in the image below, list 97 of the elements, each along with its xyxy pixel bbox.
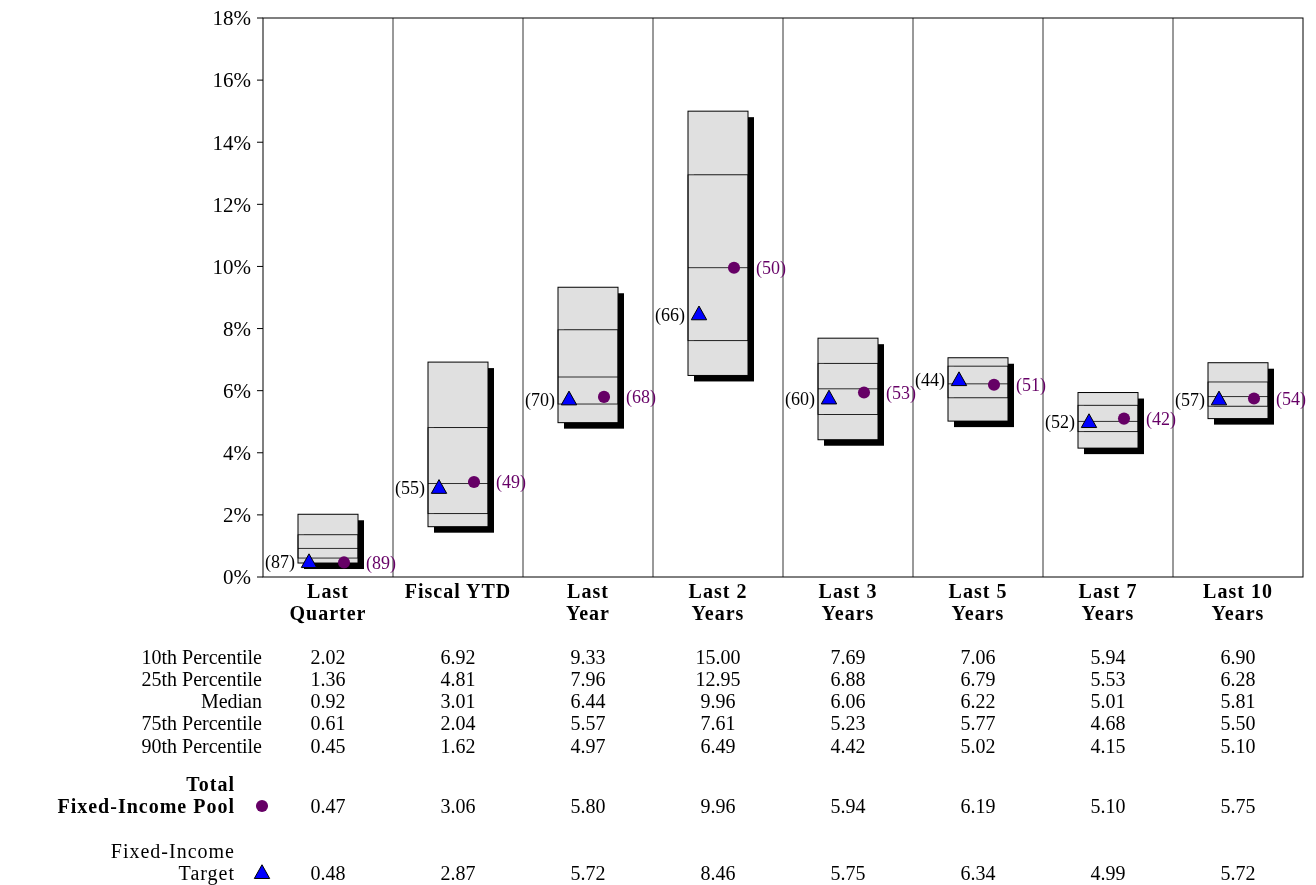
text: 5.10 [1220,735,1256,757]
text: 0.92 [310,690,346,712]
y-tick-label: 2% [223,503,251,528]
text: 1.36 [310,668,346,690]
data-label: 5.10 [1090,795,1126,817]
annotation: (60) [785,388,815,410]
text: 5.77 [960,712,996,734]
legend-label: Total Fixed-Income Pool [57,773,235,817]
annotation: (55) [395,478,425,500]
text: 6.06 [830,690,866,712]
x-tick-label: Last 3 Years [818,580,878,624]
x-tick-label: Last 2 Years [688,580,748,624]
text: 5.02 [960,735,996,757]
x-tick-label: Last Year [566,580,610,624]
annotation: (57) [1175,389,1205,411]
data-label: 4.99 [1090,862,1126,884]
text: 4.15 [1090,735,1126,757]
y-tick-label: 16% [212,68,251,93]
text: 15.00 [695,646,741,668]
text: 12.95 [695,668,741,690]
text: Median [200,690,262,712]
text: 1.62 [440,735,476,757]
y-tick-label: 12% [212,192,251,217]
text: 4.97 [570,735,606,757]
text: 2.04 [440,712,476,734]
annotation: (44) [915,370,945,392]
data-label: 9.96 [700,795,736,817]
text: 9.33 [570,646,606,668]
y-tick-label: 10% [212,254,251,279]
text: 7.69 [830,646,866,668]
text: 25th Percentile [141,668,263,690]
x-tick-label: Fiscal YTD [404,580,512,602]
annotation: (68) [626,387,656,409]
y-tick-label: 14% [212,130,251,155]
annotation: (50) [756,257,786,279]
text: 6.79 [960,668,996,690]
text: 6.90 [1220,646,1256,668]
data-label: 2.87 [440,862,476,884]
text: 2.02 [310,646,346,668]
text: 75th Percentile [141,712,263,734]
annotation: (49) [496,472,526,494]
annotation: (54) [1276,388,1306,410]
data-label: 8.46 [700,862,736,884]
text: 6.88 [830,668,866,690]
text: 5.81 [1220,690,1256,712]
text: 0.45 [310,735,346,757]
text: 10th Percentile [141,646,263,668]
x-tick-label: Last 7 Years [1078,580,1138,624]
text: 4.68 [1090,712,1126,734]
text: 7.61 [700,712,736,734]
text: 6.28 [1220,668,1256,690]
x-tick-label: Last 10 Years [1203,580,1273,624]
annotation: (87) [265,552,295,574]
data-label: 5.75 [1220,795,1256,817]
data-label: 5.80 [570,795,606,817]
text: 5.23 [830,712,866,734]
data-label: 5.75 [830,862,866,884]
data-label: 6.34 [960,862,996,884]
y-tick-label: 0% [223,565,251,590]
text: 6.44 [570,690,606,712]
legend-label: Fixed-Income Target [110,840,235,885]
data-label: 6.19 [960,795,996,817]
text: 5.94 [1090,646,1126,668]
y-tick-label: 6% [223,379,251,404]
text: 6.49 [700,735,736,757]
text: 4.81 [440,668,476,690]
text: 6.92 [440,646,476,668]
text: 7.96 [570,668,606,690]
text: 5.50 [1220,712,1256,734]
data-label: 5.94 [830,795,866,817]
data-label: 0.48 [310,862,346,884]
text: 5.57 [570,712,606,734]
data-label: 3.06 [440,795,476,817]
text: 9.96 [700,690,736,712]
y-tick-label: 4% [223,441,251,466]
data-label: 5.72 [1220,862,1256,884]
y-tick-label: 18% [212,6,251,31]
text: 90th Percentile [141,735,263,757]
annotation: (51) [1016,375,1046,397]
text: 3.01 [440,690,476,712]
annotation: (70) [525,389,555,411]
data-label: 0.47 [310,795,346,817]
annotation: (66) [655,304,685,326]
x-tick-label: Last Quarter [289,580,367,624]
annotation: (53) [886,382,916,404]
text: 4.42 [830,735,866,757]
data-label: 5.72 [570,862,606,884]
text: 5.53 [1090,668,1126,690]
text: 6.22 [960,690,996,712]
text: 0.61 [310,712,346,734]
annotation: (52) [1045,412,1075,434]
y-tick-label: 8% [223,316,251,341]
annotation: (42) [1146,408,1176,430]
text: 5.01 [1090,690,1126,712]
annotation: (89) [366,552,396,574]
text: 7.06 [960,646,996,668]
x-tick-label: Last 5 Years [948,580,1008,624]
